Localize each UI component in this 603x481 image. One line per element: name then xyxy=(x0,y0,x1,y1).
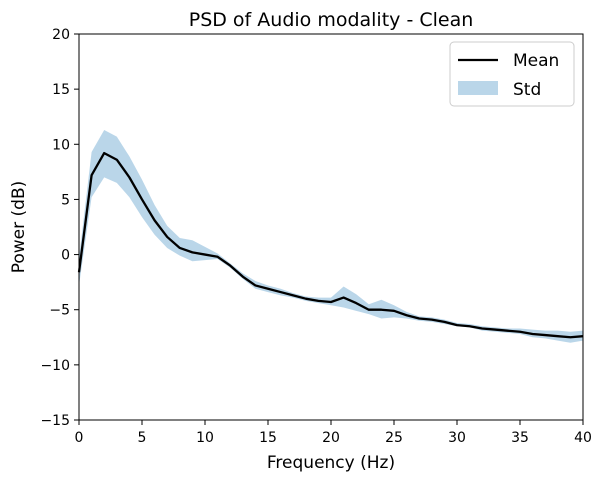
plot-area xyxy=(77,129,584,343)
std-band xyxy=(79,129,583,343)
x-tick-label: 15 xyxy=(259,430,277,446)
x-tick-label: 25 xyxy=(385,430,403,446)
y-tick-label: 5 xyxy=(61,192,70,208)
x-tick-label: 35 xyxy=(511,430,529,446)
legend-mean-label: Mean xyxy=(513,51,559,71)
x-tick-label: 40 xyxy=(574,430,592,446)
legend-std-swatch xyxy=(458,81,498,95)
y-tick-label: 15 xyxy=(52,82,70,98)
x-tick-label: 5 xyxy=(138,430,147,446)
y-tick-label: 20 xyxy=(52,27,70,43)
x-tick-label: 30 xyxy=(448,430,466,446)
legend-std-label: Std xyxy=(513,80,541,100)
y-tick-label: −15 xyxy=(40,413,70,429)
legend: Mean Std xyxy=(449,41,575,107)
x-axis-ticks: 0 5 10 15 20 25 30 35 40 xyxy=(75,420,592,446)
x-tick-label: 10 xyxy=(196,430,214,446)
x-tick-label: 0 xyxy=(75,430,84,446)
y-tick-label: −10 xyxy=(40,358,70,374)
y-tick-label: 0 xyxy=(61,248,70,264)
x-axis-label: Frequency (Hz) xyxy=(267,453,395,473)
y-tick-label: 10 xyxy=(52,137,70,153)
x-tick-label: 20 xyxy=(322,430,340,446)
chart-title: PSD of Audio modality - Clean xyxy=(189,9,474,31)
y-axis-label: Power (dB) xyxy=(9,181,29,274)
y-tick-label: −5 xyxy=(49,303,70,319)
y-axis-ticks: −15 −10 −5 0 5 10 15 20 xyxy=(40,27,79,429)
mean-line xyxy=(77,151,584,339)
